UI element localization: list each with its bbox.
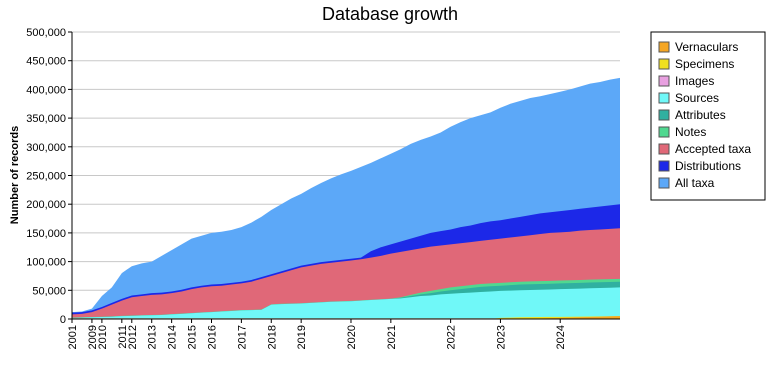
legend-label: Specimens	[675, 57, 734, 71]
x-tick-label: 2016	[206, 325, 218, 349]
x-tick-label: 2001	[67, 325, 79, 349]
y-tick-label: 250,000	[26, 171, 66, 183]
legend-swatch	[658, 92, 670, 104]
legend-box	[650, 31, 766, 201]
y-tick-label: 150,000	[26, 228, 66, 240]
y-tick-label: 500,000	[26, 27, 66, 39]
x-tick-label: 2018	[266, 325, 278, 349]
y-tick-label: 300,000	[26, 142, 66, 154]
legend-swatch	[658, 177, 670, 189]
legend-swatch	[658, 58, 670, 70]
x-tick-label: 2009	[87, 325, 99, 349]
x-tick-label: 2011	[117, 325, 129, 349]
y-tick-label: 0	[60, 314, 66, 326]
legend-swatch	[658, 41, 670, 53]
legend-swatch	[658, 160, 670, 172]
legend-label: All taxa	[675, 176, 715, 190]
legend-label: Accepted taxa	[675, 142, 751, 156]
y-tick-label: 400,000	[26, 84, 66, 96]
x-tick-label: 2012	[127, 325, 139, 349]
legend-label: Images	[675, 74, 714, 88]
legend-swatch	[658, 143, 670, 155]
legend-swatch	[658, 75, 670, 87]
x-tick-label: 2024	[555, 325, 567, 349]
y-tick-label: 100,000	[26, 257, 66, 269]
x-tick-label: 2017	[236, 325, 248, 349]
legend-swatch	[658, 126, 670, 138]
x-tick-label: 2023	[495, 325, 507, 349]
x-tick-label: 2019	[296, 325, 308, 349]
x-tick-label: 2014	[167, 325, 179, 349]
y-axis-title: Number of records	[9, 126, 21, 224]
x-tick-label: 2010	[97, 325, 109, 349]
legend-label: Distributions	[675, 159, 741, 173]
legend-label: Notes	[675, 125, 706, 139]
x-tick-label: 2020	[346, 325, 358, 349]
y-tick-label: 450,000	[26, 56, 66, 68]
x-tick-label: 2015	[187, 325, 199, 349]
legend-label: Sources	[675, 91, 719, 105]
legend-label: Attributes	[675, 108, 726, 122]
chart-title: Database growth	[322, 4, 458, 24]
area	[72, 287, 620, 319]
x-tick-label: 2013	[147, 325, 159, 349]
legend-swatch	[658, 109, 670, 121]
x-tick-label: 2021	[386, 325, 398, 349]
x-tick-label: 2022	[446, 325, 458, 349]
y-tick-label: 200,000	[26, 199, 66, 211]
legend-label: Vernaculars	[675, 40, 738, 54]
y-tick-label: 50,000	[32, 285, 66, 297]
y-tick-label: 350,000	[26, 113, 66, 125]
